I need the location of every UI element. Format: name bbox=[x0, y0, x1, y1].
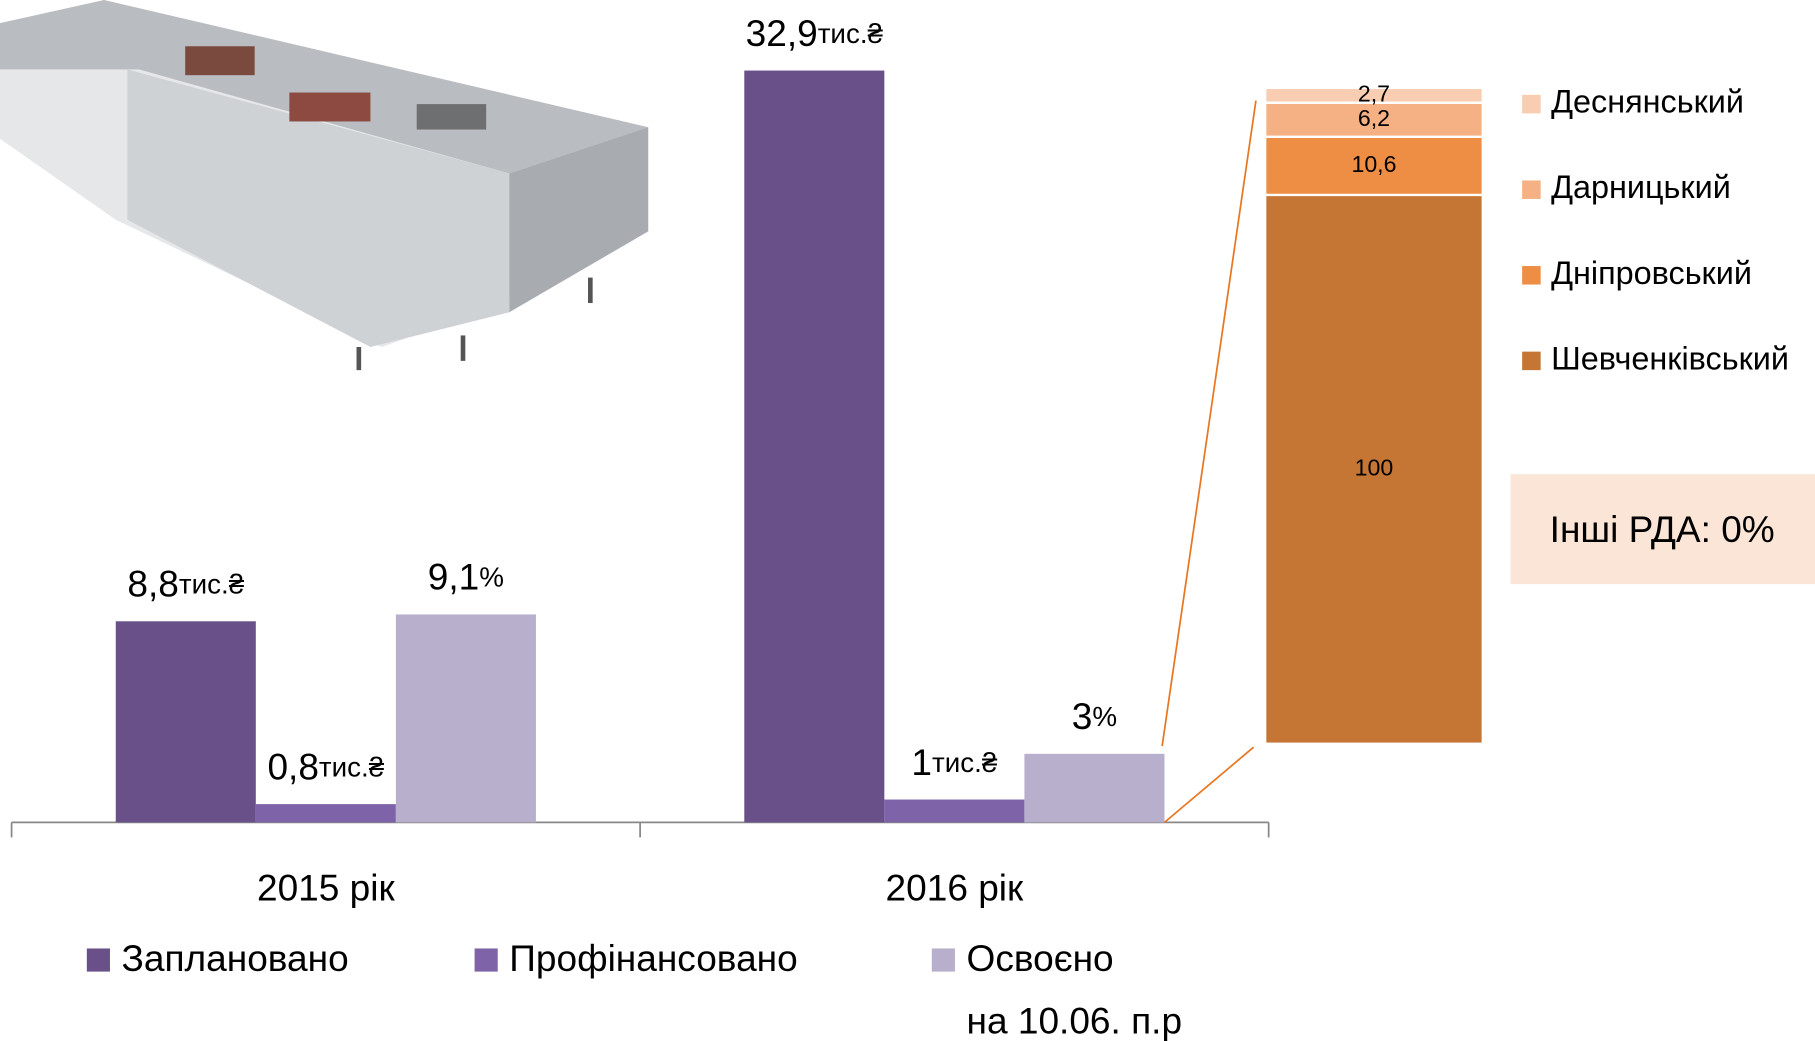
bar bbox=[744, 70, 885, 823]
value-label: 2,7 bbox=[1358, 80, 1390, 106]
legend-swatch bbox=[1522, 94, 1541, 114]
value-label: 8,8тис.₴ bbox=[127, 562, 244, 604]
bar-segment bbox=[1264, 193, 1484, 745]
legend-swatch bbox=[1522, 180, 1541, 199]
legend-swatch bbox=[86, 948, 110, 972]
legend-label: Дніпровський bbox=[1551, 255, 1752, 291]
product-photo bbox=[0, 0, 649, 371]
legend-label: Шевченківський bbox=[1551, 340, 1789, 376]
bar bbox=[255, 804, 396, 823]
legend-label: Освоєно на 10.06. п.р bbox=[967, 937, 1183, 1041]
annotation-box bbox=[1510, 474, 1815, 585]
bar bbox=[884, 799, 1025, 823]
legend-swatch bbox=[474, 948, 498, 972]
value-label: 6,2 bbox=[1358, 105, 1390, 131]
x-tick-label: 2016 рік bbox=[886, 866, 1024, 908]
value-label: 0,8тис.₴ bbox=[267, 745, 384, 787]
legend-label: Заплановано bbox=[122, 937, 349, 979]
x-tick-label: 2015 рік bbox=[257, 866, 395, 908]
value-label: 10,6 bbox=[1351, 151, 1396, 177]
value-label: 3% bbox=[1072, 695, 1117, 737]
legend-swatch bbox=[1522, 351, 1541, 371]
value-label: 100 bbox=[1355, 454, 1394, 480]
bar-segment bbox=[1264, 86, 1484, 104]
bar bbox=[395, 614, 536, 823]
value-label: 32,9тис.₴ bbox=[746, 12, 884, 54]
value-label: 1тис.₴ bbox=[911, 741, 997, 783]
bar bbox=[1024, 753, 1165, 823]
legend-label: Дарницький bbox=[1551, 169, 1731, 205]
bar-segment bbox=[1264, 135, 1484, 197]
legend-label: Профінансовано bbox=[509, 937, 797, 979]
value-label: 9,1% bbox=[428, 556, 504, 598]
legend-swatch bbox=[1522, 266, 1541, 285]
bar-segment bbox=[1264, 101, 1484, 138]
bar bbox=[115, 621, 256, 823]
legend-swatch bbox=[931, 948, 955, 972]
connector bbox=[1163, 746, 1255, 824]
annotation: Інші РДА: 0% bbox=[1550, 508, 1775, 550]
legend-label: Деснянський bbox=[1551, 84, 1744, 120]
connector bbox=[1161, 100, 1257, 747]
